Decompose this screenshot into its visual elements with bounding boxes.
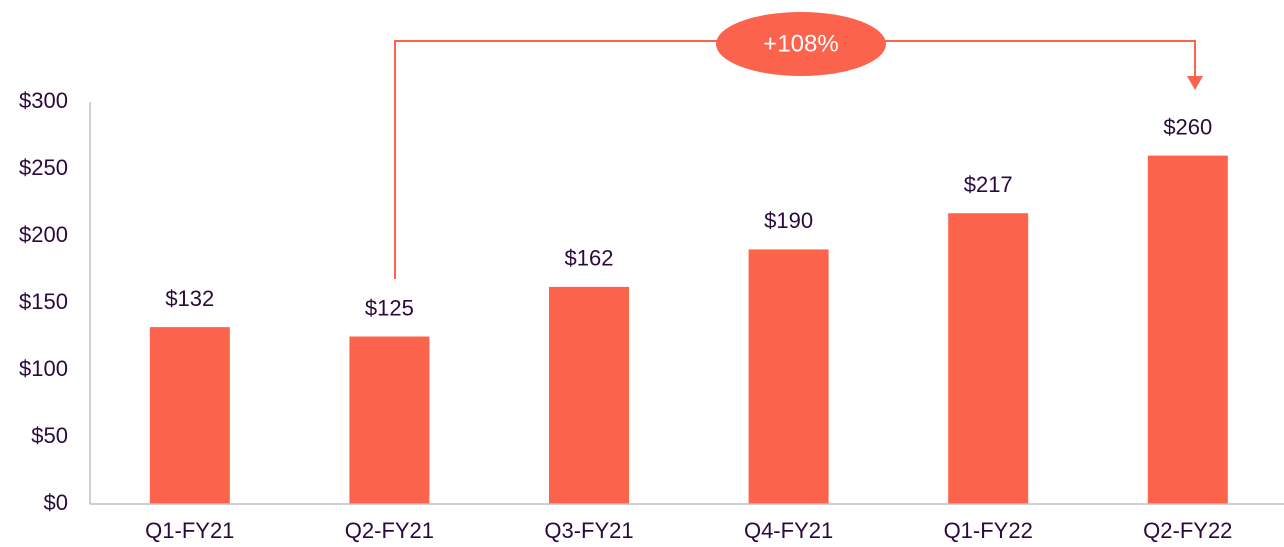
annotation: +108%: [763, 30, 838, 57]
bar: [149, 327, 230, 504]
y-tick-label: $0: [44, 490, 68, 515]
y-tick-label: $300: [19, 88, 68, 113]
value-label: $260: [1163, 114, 1212, 139]
value-label: $132: [165, 286, 214, 311]
bar: [349, 336, 430, 504]
x-tick-label: Q1-FY21: [145, 518, 234, 543]
y-tick-label: $50: [31, 423, 68, 448]
bracket-line: [394, 40, 1196, 279]
annotation-badge: [716, 12, 886, 76]
bar: [748, 249, 829, 504]
y-tick-label: $250: [19, 155, 68, 180]
value-label: $217: [964, 172, 1013, 197]
value-label: $162: [565, 246, 614, 271]
x-tick-label: Q4-FY21: [744, 518, 833, 543]
y-tick-label: $200: [19, 222, 68, 247]
bar: [1147, 155, 1228, 504]
x-tick-label: Q2-FY22: [1143, 518, 1232, 543]
x-tick-label: Q3-FY21: [544, 518, 633, 543]
bar: [948, 213, 1029, 504]
x-tick-label: Q1-FY22: [944, 518, 1033, 543]
bar: [549, 286, 629, 504]
x-tick-label: Q2-FY21: [345, 518, 434, 543]
value-label: $125: [365, 295, 414, 320]
bracket-arrow: [1187, 76, 1203, 90]
y-tick-label: $150: [19, 289, 68, 314]
y-tick-label: $100: [19, 356, 68, 381]
value-label: $190: [764, 208, 813, 233]
growth-bracket: +108%: [394, 12, 1203, 279]
